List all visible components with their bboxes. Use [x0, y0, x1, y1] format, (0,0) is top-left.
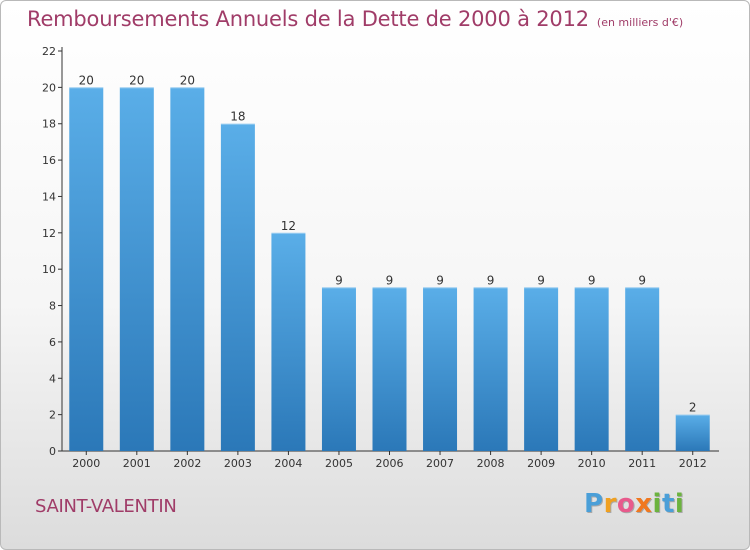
data-label: 9: [386, 273, 394, 287]
x-tick-label: 2004: [274, 457, 302, 470]
x-tick-label: 2001: [123, 457, 151, 470]
logo-letter: o: [616, 489, 636, 519]
data-label: 12: [281, 219, 296, 233]
x-tick-label: 2003: [224, 457, 252, 470]
y-tick-label: 16: [42, 154, 56, 167]
bar: [625, 287, 660, 451]
y-tick-label: 6: [49, 336, 56, 349]
y-tick-label: 0: [49, 445, 56, 458]
x-tick-label: 2008: [477, 457, 505, 470]
y-tick-label: 2: [49, 409, 56, 422]
data-label: 9: [487, 273, 495, 287]
bar: [524, 287, 559, 451]
bar: [473, 287, 508, 451]
bar: [423, 287, 458, 451]
bar: [271, 232, 306, 451]
x-tick-label: 2000: [72, 457, 100, 470]
data-label: 9: [436, 273, 444, 287]
chart-title: Remboursements Annuels de la Dette de 20…: [27, 7, 683, 31]
y-tick-label: 10: [42, 263, 56, 276]
y-tick-label: 14: [42, 190, 56, 203]
bar: [69, 87, 104, 451]
data-label: 18: [230, 110, 245, 124]
logo-letter: x: [635, 489, 653, 519]
x-tick-label: 2012: [679, 457, 707, 470]
data-label: 9: [588, 273, 596, 287]
logo-letter: t: [661, 489, 675, 519]
bar: [321, 287, 356, 451]
y-tick-label: 12: [42, 227, 56, 240]
x-tick-label: 2011: [628, 457, 656, 470]
y-tick-label: 18: [42, 118, 56, 131]
logo-letter: i: [652, 489, 662, 519]
x-tick-label: 2007: [426, 457, 454, 470]
axes: 0 2 4 6 8 10 12 14 16 18 20 22 2000 2001 2002 2003 2004 2…: [42, 45, 719, 470]
y-tick-label: 20: [42, 81, 56, 94]
bar: [675, 414, 710, 451]
bar: [220, 123, 255, 452]
bar: [372, 287, 407, 451]
x-tick-label: 2005: [325, 457, 353, 470]
y-tick-label: 8: [49, 300, 56, 313]
bars: 20 20 20 18 12 9 9 9 9 9 9 9 2: [69, 73, 710, 452]
bar: [119, 87, 154, 451]
chart-title-text: Remboursements Annuels de la Dette de 20…: [27, 7, 589, 31]
chart-unit: (en milliers d'€): [596, 16, 684, 29]
y-tick-label: 4: [49, 372, 56, 385]
data-label: 9: [335, 273, 343, 287]
logo-letter: i: [674, 489, 685, 519]
x-tick-label: 2010: [578, 457, 606, 470]
data-label: 20: [129, 73, 144, 87]
logo-letter: r: [603, 489, 617, 519]
bar: [574, 287, 609, 451]
commune-name: SAINT-VALENTIN: [35, 496, 177, 517]
data-label: 20: [180, 73, 195, 87]
y-tick-label: 22: [42, 45, 56, 58]
x-tick-label: 2002: [173, 457, 201, 470]
data-label: 9: [537, 273, 545, 287]
data-label: 2: [689, 401, 697, 415]
x-tick-label: 2006: [376, 457, 404, 470]
logo-letter: P: [584, 489, 604, 519]
x-tick-label: 2009: [527, 457, 555, 470]
data-label: 20: [79, 73, 94, 87]
bar: [170, 87, 205, 451]
proxiti-logo: Proxiti: [584, 489, 684, 519]
data-label: 9: [638, 273, 646, 287]
